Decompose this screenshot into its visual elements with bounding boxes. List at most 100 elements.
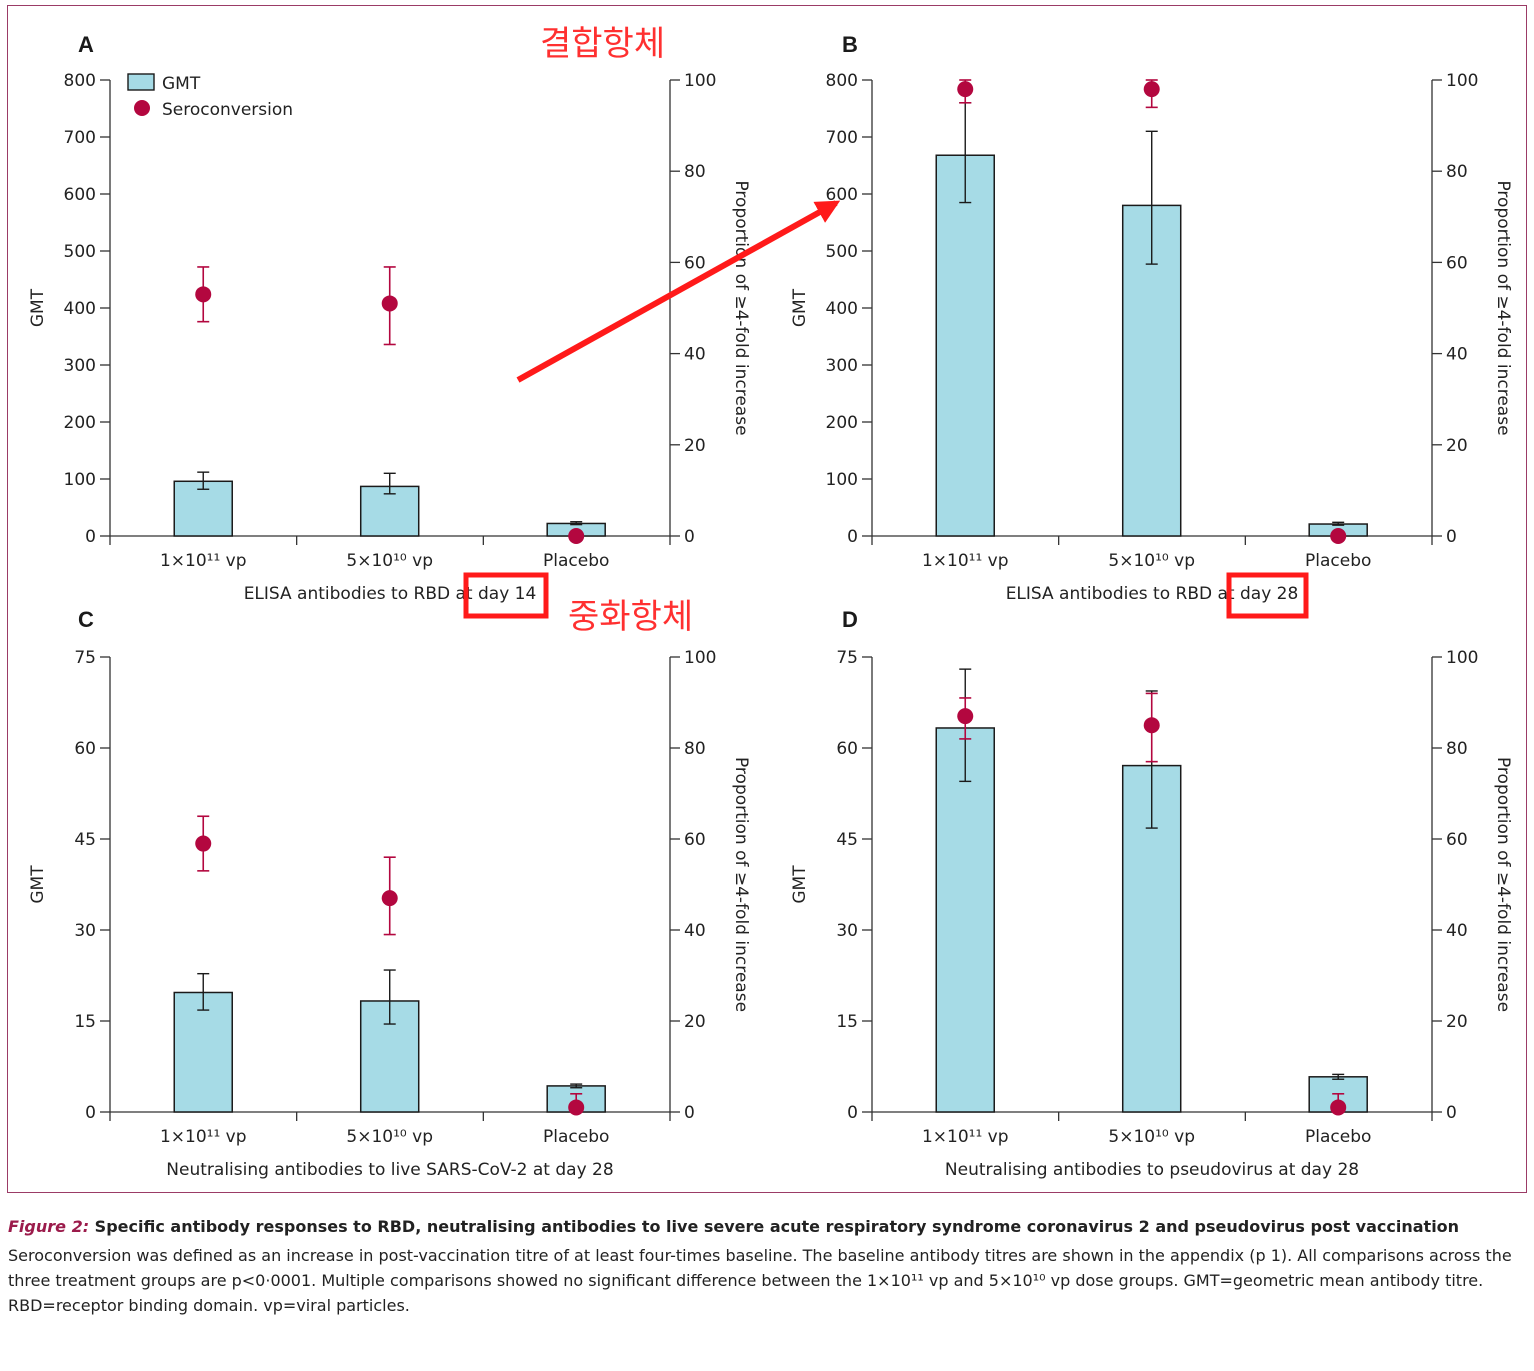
y-tick-label: 600 — [826, 185, 858, 205]
y-tick-label: 75 — [836, 648, 858, 668]
y2-tick-label: 20 — [684, 436, 706, 456]
overlay-layer: 결합항체 중화항체 — [463, 24, 1309, 637]
seroconversion-point — [195, 835, 212, 852]
x-axis-title: Neutralising antibodies to live SARS-CoV… — [166, 1160, 613, 1180]
caption-figure-label: Figure 2: — [8, 1217, 90, 1236]
chart-legend: GMT Seroconversion — [127, 73, 293, 120]
y-tick-label: 500 — [64, 242, 96, 262]
y2-tick-label: 60 — [684, 830, 706, 850]
y-axis-title: GMT — [28, 865, 48, 904]
y-tick-label: 100 — [64, 470, 96, 490]
legend-label-seroconversion: Seroconversion — [162, 100, 293, 120]
y-tick-label: 0 — [85, 1103, 96, 1123]
category-label: Placebo — [1305, 551, 1371, 571]
gmt-bar — [173, 991, 233, 1113]
y-tick-label: 30 — [836, 921, 858, 941]
y-tick-label: 800 — [64, 71, 96, 91]
category-label: 5×10¹⁰ vp — [1108, 1127, 1195, 1147]
y2-tick-label: 80 — [684, 162, 706, 182]
category-label: 1×10¹¹ vp — [922, 551, 1009, 571]
seroconversion-point — [568, 528, 585, 544]
seroconversion-point — [1143, 717, 1160, 734]
y2-tick-label: 100 — [684, 648, 716, 668]
seroconversion-point — [1143, 81, 1160, 98]
y-tick-label: 45 — [836, 830, 858, 850]
category-label: 5×10¹⁰ vp — [346, 551, 433, 571]
panel-d: D 0 15 30 45 60 75 0 20 40 60 80 100 1×10¹¹ vp 5×10¹⁰ … — [790, 607, 1513, 1180]
legend-label-gmt: GMT — [162, 74, 201, 94]
seroconversion-point — [1330, 528, 1347, 544]
category-label: Placebo — [1305, 1127, 1371, 1147]
legend-swatch-seroconversion — [134, 100, 150, 116]
gmt-bar — [1121, 764, 1182, 1113]
y2-tick-label: 40 — [684, 921, 706, 941]
y-tick-label: 600 — [64, 185, 96, 205]
caption-title: Figure 2: Specific antibody responses to… — [8, 1214, 1526, 1239]
y-tick-label: 0 — [847, 1103, 858, 1123]
y2-axis-title: Proportion of ≥4-fold increase — [731, 180, 751, 435]
y2-tick-label: 20 — [684, 1012, 706, 1032]
y-tick-label: 700 — [64, 128, 96, 148]
panel-letter: B — [842, 32, 858, 57]
y2-axis-title: Proportion of ≥4-fold increase — [1493, 757, 1513, 1012]
category-label: 5×10¹⁰ vp — [346, 1127, 433, 1147]
gmt-bar — [173, 480, 233, 537]
y-tick-label: 800 — [826, 71, 858, 91]
y-tick-label: 400 — [826, 299, 858, 319]
y2-tick-label: 20 — [1446, 1012, 1468, 1032]
y2-tick-label: 80 — [1446, 162, 1468, 182]
y2-tick-label: 100 — [684, 71, 716, 91]
y-axis-title: GMT — [790, 288, 810, 327]
category-label: Placebo — [543, 551, 609, 571]
y-axis-title: GMT — [790, 865, 810, 904]
seroconversion-point — [381, 890, 398, 907]
seroconversion-point — [957, 81, 974, 98]
y2-tick-label: 60 — [1446, 830, 1468, 850]
y2-tick-label: 100 — [1446, 648, 1478, 668]
seroconversion-point — [1330, 1099, 1347, 1116]
category-label: 1×10¹¹ vp — [922, 1127, 1009, 1147]
gmt-bar — [935, 727, 995, 1113]
y-tick-label: 0 — [847, 527, 858, 547]
seroconversion-point — [957, 708, 974, 725]
y2-tick-label: 0 — [684, 527, 695, 547]
y-tick-label: 60 — [74, 739, 96, 759]
panel-b: B 0 100 200 300 400 500 600 700 800 0 20 40 60 80 100 1×… — [790, 32, 1513, 604]
seroconversion-point — [568, 1099, 585, 1116]
caption-title-text: Specific antibody responses to RBD, neut… — [89, 1217, 1460, 1236]
highlight-arrow — [516, 200, 841, 383]
x-axis-title: Neutralising antibodies to pseudovirus a… — [945, 1160, 1359, 1180]
y2-tick-label: 80 — [684, 739, 706, 759]
y-tick-label: 400 — [64, 299, 96, 319]
y-tick-label: 300 — [826, 356, 858, 376]
panel-letter: C — [78, 607, 94, 632]
category-label: 5×10¹⁰ vp — [1108, 551, 1195, 571]
legend-swatch-gmt — [127, 73, 155, 91]
y2-tick-label: 20 — [1446, 436, 1468, 456]
y2-tick-label: 0 — [1446, 1103, 1457, 1123]
caption-body: Seroconversion was defined as an increas… — [8, 1246, 1512, 1315]
seroconversion-point — [195, 286, 212, 303]
category-label: 1×10¹¹ vp — [160, 551, 247, 571]
panel-c: C 0 15 30 45 60 75 0 20 40 60 80 100 1×10¹¹ vp 5×10¹⁰ … — [28, 607, 751, 1180]
y2-tick-label: 0 — [684, 1103, 695, 1123]
y2-tick-label: 40 — [684, 345, 706, 365]
panels-layer: A01002003004005006007008000204060801001×… — [28, 32, 1513, 1180]
y-tick-label: 100 — [826, 470, 858, 490]
x-axis-title: ELISA antibodies to RBD at day 14 — [244, 584, 537, 604]
y2-axis-title: Proportion of ≥4-fold increase — [731, 757, 751, 1012]
y-tick-label: 30 — [74, 921, 96, 941]
y-tick-label: 45 — [74, 830, 96, 850]
figure-caption: Figure 2: Specific antibody responses to… — [8, 1214, 1526, 1318]
y2-tick-label: 40 — [1446, 921, 1468, 941]
highlight-box-day28 — [1226, 572, 1309, 619]
neutralising-antibody-note: 중화항체 — [568, 597, 693, 637]
binding-antibody-note: 결합항체 — [540, 24, 665, 64]
y-tick-label: 75 — [74, 648, 96, 668]
figure-frame — [7, 5, 1527, 1193]
figure-charts: A01002003004005006007008000204060801001×… — [28, 24, 1513, 1180]
y-tick-label: 15 — [74, 1012, 96, 1032]
y-tick-label: 15 — [836, 1012, 858, 1032]
y-axis-title: GMT — [28, 288, 48, 327]
highlight-box-day14 — [463, 572, 549, 619]
